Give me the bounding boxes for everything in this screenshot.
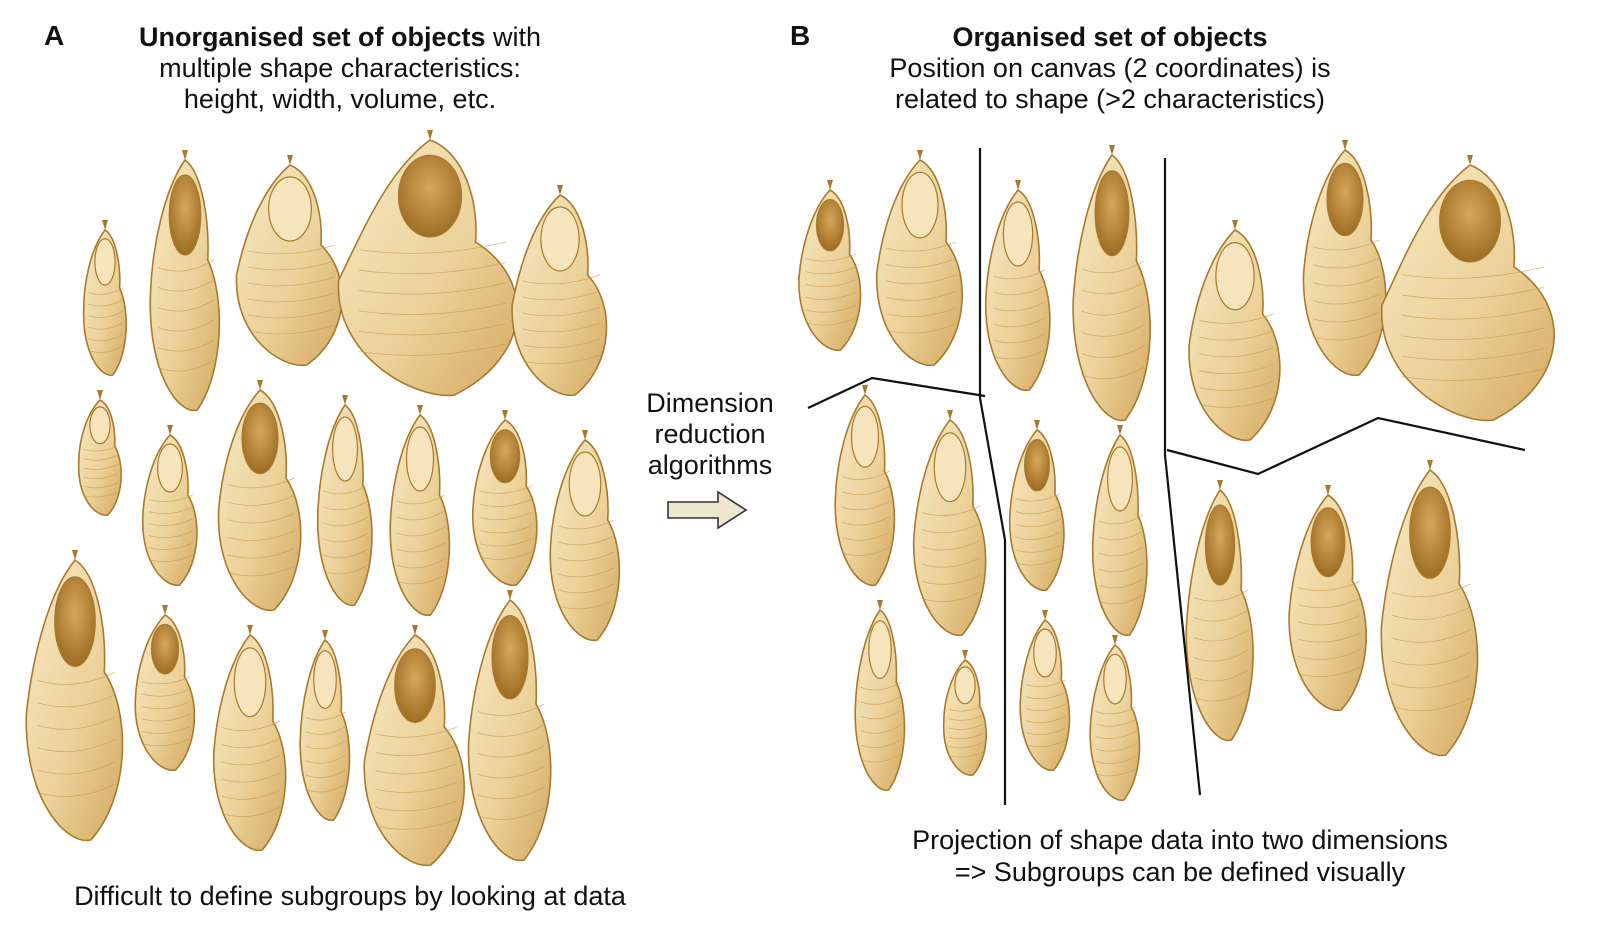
seed-icon: [77, 390, 122, 516]
seed-icon: [1380, 460, 1479, 757]
seed-icon: [217, 380, 302, 612]
seed-icon: [363, 625, 465, 867]
seed-icon: [912, 410, 987, 637]
seed-icon: [472, 410, 538, 586]
seed-icon: [389, 405, 451, 616]
panel-a-title: Unorganised set of objects with multiple…: [110, 22, 570, 115]
seed-icon: [1288, 485, 1367, 712]
dimension-reduction-label: Dimension reduction algorithms: [625, 388, 795, 481]
seed-icon: [299, 630, 351, 821]
seed-icon: [1089, 635, 1141, 801]
panel-b-caption-1: Projection of shape data into two dimens…: [912, 825, 1448, 855]
panel-a-letter: A: [44, 20, 65, 51]
middle-line-3: algorithms: [647, 450, 773, 480]
middle-line-2: reduction: [654, 419, 766, 449]
seed-icon: [1185, 480, 1254, 742]
seed-icon: [134, 605, 196, 771]
panel-b-caption: Projection of shape data into two dimens…: [860, 824, 1500, 888]
panel-b-title-bold: Organised set of objects: [952, 22, 1268, 52]
seed-icon: [854, 600, 906, 791]
seed-icon: [1188, 220, 1281, 442]
organised-seeds-group: [798, 140, 1555, 801]
seed-icon: [25, 550, 124, 842]
divider-line: [807, 376, 986, 409]
middle-line-1: Dimension: [646, 388, 774, 418]
seed-icon: [942, 650, 987, 776]
seed-icon: [1302, 140, 1387, 377]
divider-line: [1163, 158, 1202, 796]
unorganised-seeds-group: [25, 130, 621, 867]
panel-b-subtitle-1: Position on canvas (2 coordinates) is: [889, 53, 1331, 83]
panel-a-title-bold: Unorganised set of objects: [138, 22, 486, 52]
subgroup-dividers: [807, 148, 1526, 805]
seed-icon: [511, 185, 608, 397]
panel-b-title: Organised set of objects Position on can…: [860, 22, 1360, 115]
seed-icon: [1381, 155, 1555, 422]
seed-icon: [337, 130, 518, 397]
seed-icon: [1019, 610, 1071, 771]
seed-icon: [985, 180, 1051, 392]
seed-icon: [82, 220, 127, 376]
panel-a-title-rest: with: [485, 22, 542, 52]
seed-icon: [141, 425, 198, 586]
seed-icon: [549, 430, 621, 642]
seed-icon: [212, 625, 287, 852]
panel-b-subtitle-2: related to shape (>2 characteristics): [895, 84, 1325, 114]
seed-icon: [875, 150, 963, 367]
seed-icon: [316, 395, 373, 606]
seed-icon: [149, 150, 221, 412]
panel-a-subtitle-2: height, width, volume, etc.: [183, 84, 497, 114]
right-arrow-icon: [667, 490, 748, 530]
panel-b-letter: B: [790, 20, 811, 51]
panel-a-caption: Difficult to define subgroups by looking…: [74, 881, 626, 911]
seed-icon: [235, 155, 343, 367]
seed-icon: [467, 590, 552, 862]
seed-icon: [834, 385, 896, 586]
divider-line: [1166, 416, 1526, 476]
panel-a-subtitle-1: multiple shape characteristics:: [159, 53, 521, 83]
seed-icon: [798, 180, 862, 351]
seed-icon: [1008, 420, 1065, 591]
panel-b-caption-2: => Subgroups can be defined visually: [954, 857, 1406, 887]
divider-line: [978, 148, 1007, 805]
seed-icon: [1091, 425, 1148, 636]
seed-icon: [1072, 145, 1151, 422]
